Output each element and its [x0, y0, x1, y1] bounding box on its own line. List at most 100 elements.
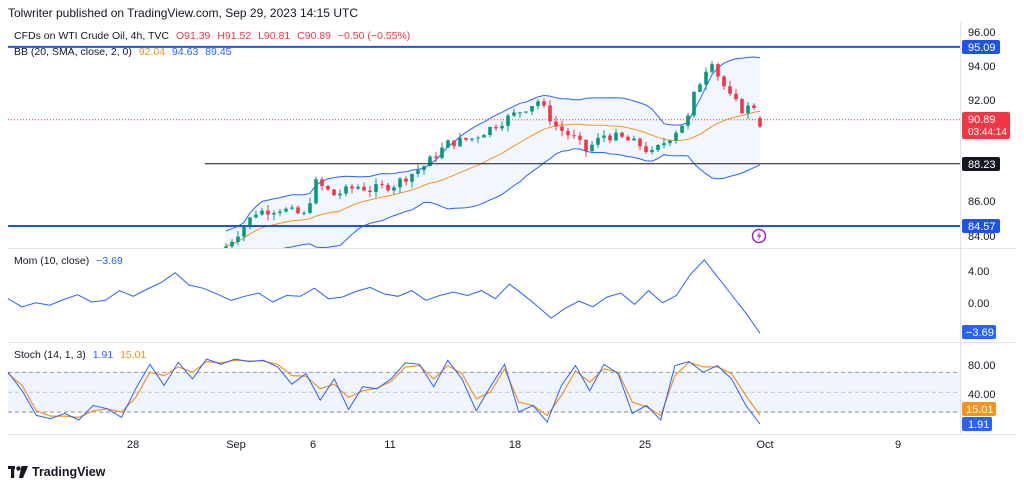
candle-body	[248, 217, 252, 227]
time-label: 18	[509, 439, 521, 451]
candle-body	[638, 138, 642, 147]
candle-body	[494, 126, 498, 129]
bb-lower-line	[282, 148, 761, 248]
candle-body	[398, 178, 402, 188]
bb-upper-value: 94.63	[172, 46, 199, 58]
bb-basis-line	[225, 110, 761, 247]
candle-body	[674, 132, 678, 141]
stoch-legend: Stoch (14, 1, 3) 1.91 15.01	[14, 349, 150, 361]
stochastic-axis[interactable]: 80.00 40.00 15.01 1.91	[962, 360, 996, 431]
time-label: Oct	[756, 439, 773, 451]
candle-body	[722, 76, 726, 87]
mom-value: −3.69	[96, 255, 123, 267]
current-price-badge	[962, 112, 1010, 139]
mom-badge-label: −3.69	[966, 327, 994, 339]
candle-body	[380, 184, 384, 186]
bb-lower-value: 89.45	[205, 46, 232, 58]
price-axis[interactable]: 96.00 94.00 92.00 86.00 84.00 95.09 90.8…	[962, 27, 1010, 243]
candle-body	[488, 126, 492, 135]
candle-body	[278, 211, 282, 214]
candle-body	[356, 186, 360, 189]
candle-body	[548, 105, 552, 122]
candle-body	[668, 140, 672, 144]
candle-body	[686, 115, 690, 126]
bar-countdown-label: 03:44:14	[968, 127, 1007, 138]
candle-body	[374, 184, 378, 192]
ohlc-high: H91.52	[217, 30, 252, 42]
ohlc-close: C90.89	[297, 30, 331, 42]
candle-body	[254, 214, 258, 218]
ohlc-low: L90.81	[258, 30, 291, 42]
candle-body	[530, 106, 534, 112]
candle-body	[680, 125, 684, 133]
symbol-title[interactable]: CFDs on WTI Crude Oil, 4h, TVC	[14, 30, 170, 42]
candle-body	[230, 241, 234, 247]
resistance-price-label: 95.09	[968, 42, 996, 54]
stoch-label[interactable]: Stoch (14, 1, 3)	[14, 349, 86, 361]
candle-body	[578, 135, 582, 140]
candle-body	[518, 112, 522, 114]
ohlc-change: −0.50 (−0.55%)	[337, 30, 411, 42]
candle-body	[446, 140, 450, 148]
candle-body	[224, 246, 228, 248]
stochastic-pane[interactable]	[7, 358, 960, 425]
candle-body	[620, 132, 624, 137]
current-price-label: 90.89	[968, 114, 996, 126]
candle-body	[338, 193, 342, 196]
price-tick: 92.00	[968, 95, 996, 107]
candle-body	[698, 84, 702, 92]
time-label: 28	[127, 439, 139, 451]
candle-body	[614, 132, 618, 141]
middle-price-label: 88.23	[968, 159, 996, 171]
resistance-price-badge	[962, 40, 1000, 54]
candle-body	[734, 93, 738, 100]
stoch-k-badge-label: 1.91	[968, 419, 989, 431]
mom-label[interactable]: Mom (10, close)	[14, 255, 90, 267]
candle-body	[740, 99, 744, 114]
mom-legend: Mom (10, close) −3.69	[14, 255, 127, 267]
price-tick: 84.00	[968, 231, 996, 243]
candle-body	[506, 115, 510, 126]
candle-body	[428, 156, 432, 167]
price-pane[interactable]	[8, 45, 960, 262]
mom-tick: 0.00	[968, 298, 989, 310]
candle-body	[392, 187, 396, 191]
candle-body	[512, 112, 516, 116]
candle-body	[584, 139, 588, 151]
economic-event-icon[interactable]	[751, 228, 767, 244]
time-axis[interactable]: 28 Sep 6 11 18 25 Oct 9	[127, 439, 901, 451]
mom-value-badge	[962, 325, 996, 339]
candle-body	[560, 126, 564, 131]
candle-body	[482, 134, 486, 138]
mom-tick: 4.00	[968, 266, 989, 278]
candle-body	[440, 147, 444, 158]
time-label: 6	[310, 439, 316, 451]
candle-body	[422, 166, 426, 170]
candle-body	[554, 121, 558, 127]
publisher-line: Tolwriter published on TradingView.com, …	[8, 6, 358, 20]
candle-body	[326, 185, 330, 190]
candle-body	[662, 143, 666, 146]
momentum-pane[interactable]	[7, 259, 761, 334]
candle-body	[656, 145, 660, 150]
candle-body	[320, 179, 324, 186]
momentum-axis[interactable]: 4.00 0.00 −3.69	[962, 266, 996, 339]
stoch-d-badge-label: 15.01	[966, 404, 994, 416]
candle-body	[524, 111, 528, 113]
candle-body	[332, 189, 336, 196]
candle-body	[650, 149, 654, 153]
candle-body	[314, 179, 318, 204]
stoch-k-badge	[962, 417, 992, 431]
stoch-d-badge	[962, 402, 996, 416]
candle-body	[710, 64, 714, 72]
candle-body	[746, 105, 750, 114]
bb-band-fill	[226, 57, 760, 248]
candle-body	[572, 135, 576, 137]
candle-body	[260, 210, 264, 215]
price-tick: 96.00	[968, 27, 996, 39]
bb-label[interactable]: BB (20, SMA, close, 2, 0)	[14, 46, 132, 58]
candle-body	[416, 169, 420, 174]
candle-body	[386, 184, 390, 191]
tradingview-logo[interactable]: TradingView	[8, 465, 105, 479]
